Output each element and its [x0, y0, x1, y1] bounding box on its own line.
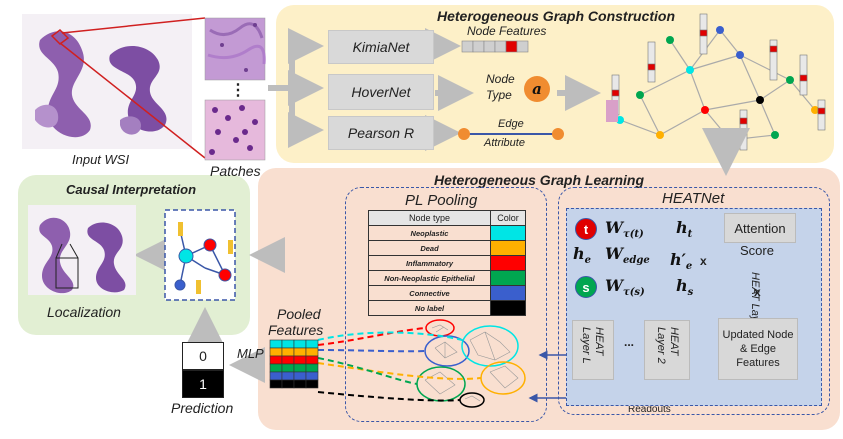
causal-title: Causal Interpretation: [66, 182, 197, 197]
node-type-row: No label: [368, 300, 491, 316]
color-swatch: [490, 225, 526, 241]
prediction-label: Prediction: [171, 400, 234, 416]
patch-ellipsis: ⋮: [230, 82, 246, 99]
readouts-label: Readouts: [628, 404, 671, 415]
hovernet-box: HoverNet: [328, 74, 434, 110]
pl-pooling-box: [345, 187, 547, 422]
pl-pooling-title: PL Pooling: [405, 192, 478, 209]
edge-label-1: Edge: [498, 118, 524, 130]
h-t-label: ht: [676, 218, 693, 241]
pl-pooling-clusters: [416, 319, 526, 408]
attention-score-box: Attention: [724, 213, 796, 243]
pearson-label: Pearson R: [347, 125, 415, 141]
heat-layer-2-box: [644, 320, 690, 380]
updated-features-box: Updated Node & Edge Features: [718, 318, 798, 380]
he-label: he: [573, 244, 592, 267]
node-type-label-1: Node: [486, 72, 515, 86]
layer-dots: ...: [624, 335, 635, 349]
edge-label-2: Attribute: [484, 137, 525, 149]
color-swatch: [490, 240, 526, 256]
w-edge-label: Wedge: [605, 244, 650, 267]
pooled-features-grid: [269, 339, 319, 389]
causal-graph: [164, 209, 236, 301]
node-type-table: Node type Color Neoplastic Dead Inflammat…: [368, 210, 526, 316]
patches-label: Patches: [210, 163, 261, 179]
color-swatch: [490, 270, 526, 286]
mlp-label: MLP: [237, 346, 264, 361]
heat-layer-2-label-2: Layer 2: [655, 327, 667, 364]
color-swatch: [490, 255, 526, 271]
mult-symbol-2: x: [754, 285, 761, 299]
prediction-one-box: 1: [182, 370, 224, 398]
localization-label: Localization: [47, 304, 121, 320]
w-tau-s-label: Wτ(s): [605, 276, 645, 299]
table-header-type: Node type: [368, 210, 491, 226]
color-swatch: [490, 300, 526, 316]
heat-layer-2-label-1: HEAT: [668, 327, 680, 356]
mult-symbol-1: x: [700, 254, 707, 268]
prediction-zero-box: 0: [182, 342, 224, 370]
pooled-features-label-2: Features: [268, 322, 324, 338]
patch-image-2: [204, 99, 266, 161]
h-s-label: hs: [676, 276, 694, 299]
pooled-features-label-1: Pooled: [277, 306, 321, 322]
node-type-circle: a: [524, 76, 550, 102]
node-type-row: Neoplastic: [368, 225, 491, 241]
kimianet-label: KimiaNet: [352, 39, 410, 55]
attention-label-2: Score: [740, 243, 774, 258]
node-type-label-2: Type: [486, 88, 512, 102]
heat-layer-l-label-2: Layer L: [580, 327, 592, 364]
h-e-prime-label: h′e: [670, 250, 693, 273]
pearson-box: Pearson R: [328, 116, 434, 150]
node-type-row: Dead: [368, 240, 491, 256]
heatnet-title: HEATNet: [662, 190, 725, 207]
input-wsi-label: Input WSI: [72, 152, 130, 167]
node-type-row: Connective: [368, 285, 491, 301]
node-type-row: Non-Neoplastic Epithelial: [368, 270, 491, 286]
heat-layer-l-label-1: HEAT: [593, 327, 605, 356]
w-tau-t-label: Wτ(t): [605, 218, 644, 241]
learning-title: Heterogeneous Graph Learning: [434, 172, 645, 188]
node-s: s: [575, 276, 597, 298]
input-wsi-image: [22, 14, 192, 149]
color-swatch: [490, 285, 526, 301]
node-features-label: Node Features: [467, 24, 547, 38]
attention-label-1: Attention: [734, 220, 786, 236]
table-header-color: Color: [490, 210, 526, 226]
node-t: t: [575, 218, 597, 240]
node-type-row: Inflammatory: [368, 255, 491, 271]
localization-wsi-image: [28, 205, 136, 295]
kimianet-box: KimiaNet: [328, 30, 434, 64]
heatnet-box: [558, 187, 830, 415]
heterogeneous-graph: [606, 13, 826, 151]
heat-layer-l-box: [572, 320, 614, 380]
hovernet-label: HoverNet: [351, 84, 411, 100]
node-feature-strip: [461, 40, 529, 53]
construction-title: Heterogeneous Graph Construction: [437, 8, 676, 24]
patch-image-1: [204, 17, 266, 81]
